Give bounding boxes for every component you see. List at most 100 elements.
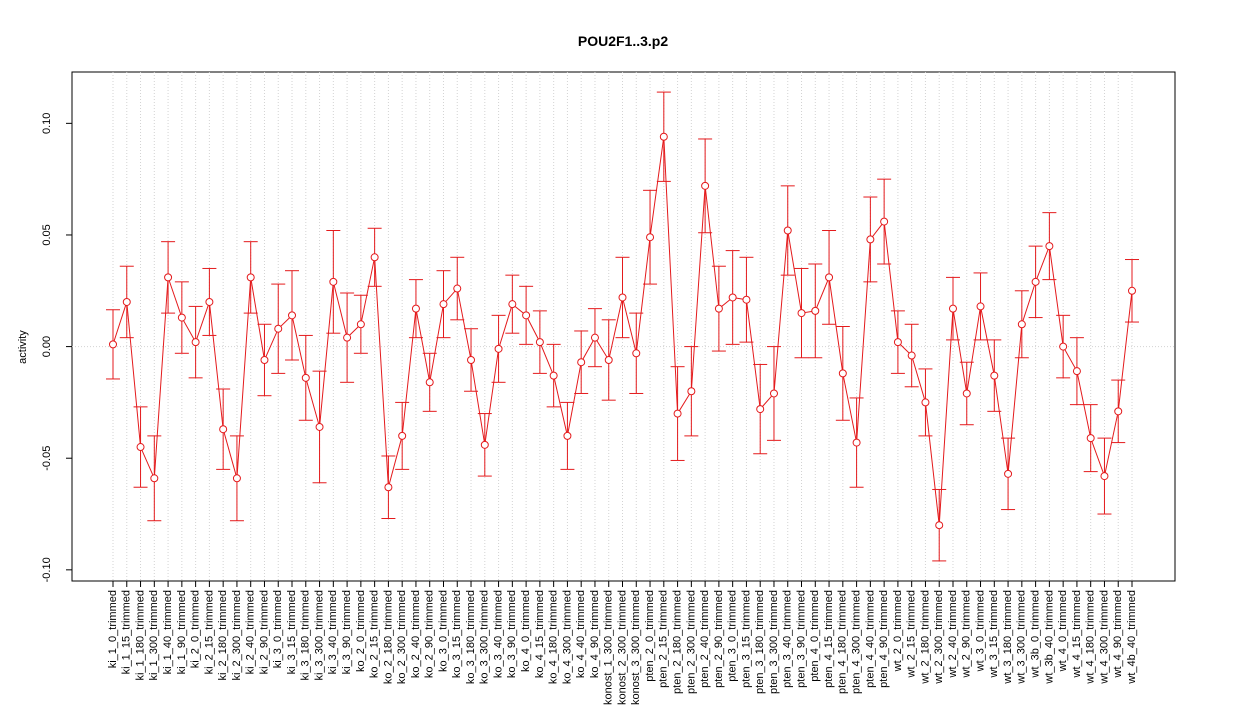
point: [384, 483, 393, 492]
point: [549, 371, 558, 380]
point: [1004, 469, 1013, 478]
point: [439, 300, 448, 309]
x-tick-label: pten_2_180_trimmed: [671, 590, 683, 694]
point: [742, 295, 751, 304]
x-tick-label: ko_4_300_trimmed: [561, 590, 573, 684]
x-tick-label: ki_2_180_trimmed: [217, 590, 229, 681]
x-tick-label: ko_2_0_trimmed: [355, 590, 367, 672]
point: [1059, 342, 1068, 351]
point: [136, 443, 145, 452]
point: [246, 273, 255, 282]
x-tick-label: pten_4_15_trimmed: [823, 590, 835, 688]
x-tick-label: wt_3_0_trimmed: [974, 590, 986, 672]
x-tick-label: pten_4_180_trimmed: [837, 590, 849, 694]
point: [535, 338, 544, 347]
x-tick-label: ki_1_0_trimmed: [107, 590, 119, 668]
y-tick-label: 0.00: [41, 336, 53, 357]
point: [797, 309, 806, 318]
y-axis-label: activity: [17, 330, 29, 364]
x-tick-label: wt_4_0_trimmed: [1057, 590, 1069, 672]
x-tick-label: ki_3_180_trimmed: [300, 590, 312, 681]
x-tick-label: ko_4_40_trimmed: [575, 590, 587, 678]
x-tick-label: ko_3_0_trimmed: [437, 590, 449, 672]
point: [356, 320, 365, 329]
x-tick-label: wt_3b_0_trimmed: [1030, 590, 1042, 678]
point: [893, 338, 902, 347]
x-tick-label: wt_2_90_trimmed: [961, 590, 973, 678]
x-tick-label: ki_3_300_trimmed: [313, 590, 325, 681]
x-tick-label: ko_2_40_trimmed: [410, 590, 422, 678]
x-tick-label: wt_3_15_trimmed: [988, 590, 1000, 678]
point: [659, 132, 668, 141]
x-tick-label: pten_3_40_trimmed: [782, 590, 794, 688]
x-tick-label: wt_3_300_trimmed: [1016, 590, 1028, 685]
point: [1114, 407, 1123, 416]
point: [604, 355, 613, 364]
x-tick-label: ki_1_90_trimmed: [176, 590, 188, 674]
point: [522, 311, 531, 320]
x-tick-label: wt_2_0_trimmed: [892, 590, 904, 672]
x-tick-label: wt_2_40_trimmed: [947, 590, 959, 678]
x-tick-label: wt_4b_40_trimmed: [1126, 590, 1138, 685]
x-tick-label: ko_4_0_trimmed: [520, 590, 532, 672]
point: [577, 358, 586, 367]
x-tick-label: pten_3_180_trimmed: [754, 590, 766, 694]
point: [632, 349, 641, 358]
point: [411, 304, 420, 313]
x-tick-label: konost_3_300_trimmed: [630, 590, 642, 705]
x-tick-label: wt_4_90_trimmed: [1112, 590, 1124, 678]
point: [1100, 472, 1109, 481]
x-tick-label: ki_3_0_trimmed: [272, 590, 284, 668]
point: [177, 313, 186, 322]
x-tick-label: wt_2_180_trimmed: [919, 590, 931, 685]
x-tick-label: ki_2_40_trimmed: [245, 590, 257, 674]
point: [274, 324, 283, 333]
point: [508, 300, 517, 309]
point: [907, 351, 916, 360]
point: [219, 425, 228, 434]
x-tick-label: wt_4_180_trimmed: [1085, 590, 1097, 685]
x-tick-label: konost_1_300_trimmed: [603, 590, 615, 705]
point: [260, 355, 269, 364]
x-tick-label: ko_3_40_trimmed: [492, 590, 504, 678]
point: [590, 333, 599, 342]
point: [1072, 367, 1081, 376]
point: [728, 293, 737, 302]
point: [301, 373, 310, 382]
x-tick-label: ko_3_300_trimmed: [479, 590, 491, 684]
x-tick-label: pten_3_90_trimmed: [795, 590, 807, 688]
point: [425, 378, 434, 387]
x-tick-label: ki_1_300_trimmed: [148, 590, 160, 681]
point: [948, 304, 957, 313]
point: [343, 333, 352, 342]
x-tick-label: ko_2_300_trimmed: [396, 590, 408, 684]
x-tick-label: ko_2_180_trimmed: [382, 590, 394, 684]
x-tick-label: ki_2_300_trimmed: [231, 590, 243, 681]
point: [701, 181, 710, 190]
point: [191, 338, 200, 347]
point: [150, 474, 159, 483]
point: [1045, 242, 1054, 251]
x-tick-label: wt_4_15_trimmed: [1071, 590, 1083, 678]
point: [811, 306, 820, 315]
x-tick-label: ki_1_180_trimmed: [134, 590, 146, 681]
point: [646, 233, 655, 242]
point: [1017, 320, 1026, 329]
x-tick-label: wt_3_180_trimmed: [1002, 590, 1014, 685]
y-tick-label: 0.05: [41, 224, 53, 245]
point: [1031, 277, 1040, 286]
point: [838, 369, 847, 378]
point: [962, 389, 971, 398]
x-tick-label: wt_2_15_trimmed: [906, 590, 918, 678]
point: [990, 371, 999, 380]
x-tick-label: wt_2_300_trimmed: [933, 590, 945, 685]
x-tick-label: pten_2_90_trimmed: [713, 590, 725, 688]
x-tick-label: pten_2_0_trimmed: [644, 590, 656, 682]
x-tick-label: pten_4_40_trimmed: [864, 590, 876, 688]
x-tick-label: pten_4_300_trimmed: [851, 590, 863, 694]
x-tick-label: pten_4_90_trimmed: [878, 590, 890, 688]
x-tick-label: pten_2_15_trimmed: [658, 590, 670, 688]
x-tick-label: pten_4_0_trimmed: [809, 590, 821, 682]
plot-frame: [71, 71, 1176, 582]
point: [1128, 286, 1136, 295]
